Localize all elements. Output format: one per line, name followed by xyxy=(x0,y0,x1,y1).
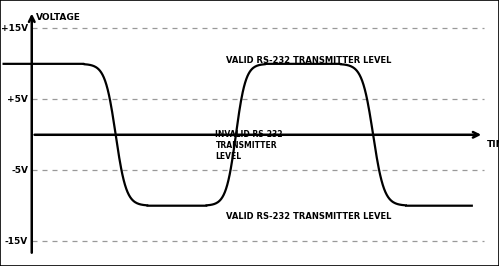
Text: VALID RS-232 TRANSMITTER LEVEL: VALID RS-232 TRANSMITTER LEVEL xyxy=(226,56,391,65)
Text: -15V: -15V xyxy=(5,237,28,246)
Text: +5V: +5V xyxy=(7,95,28,104)
Text: +15V: +15V xyxy=(1,24,28,33)
Text: INVALID RS-232
TRANSMITTER
LEVEL: INVALID RS-232 TRANSMITTER LEVEL xyxy=(216,130,283,161)
Text: VOLTAGE: VOLTAGE xyxy=(36,14,81,23)
Text: TIME: TIME xyxy=(487,140,499,149)
Text: VALID RS-232 TRANSMITTER LEVEL: VALID RS-232 TRANSMITTER LEVEL xyxy=(226,212,391,221)
Text: -5V: -5V xyxy=(11,166,28,175)
